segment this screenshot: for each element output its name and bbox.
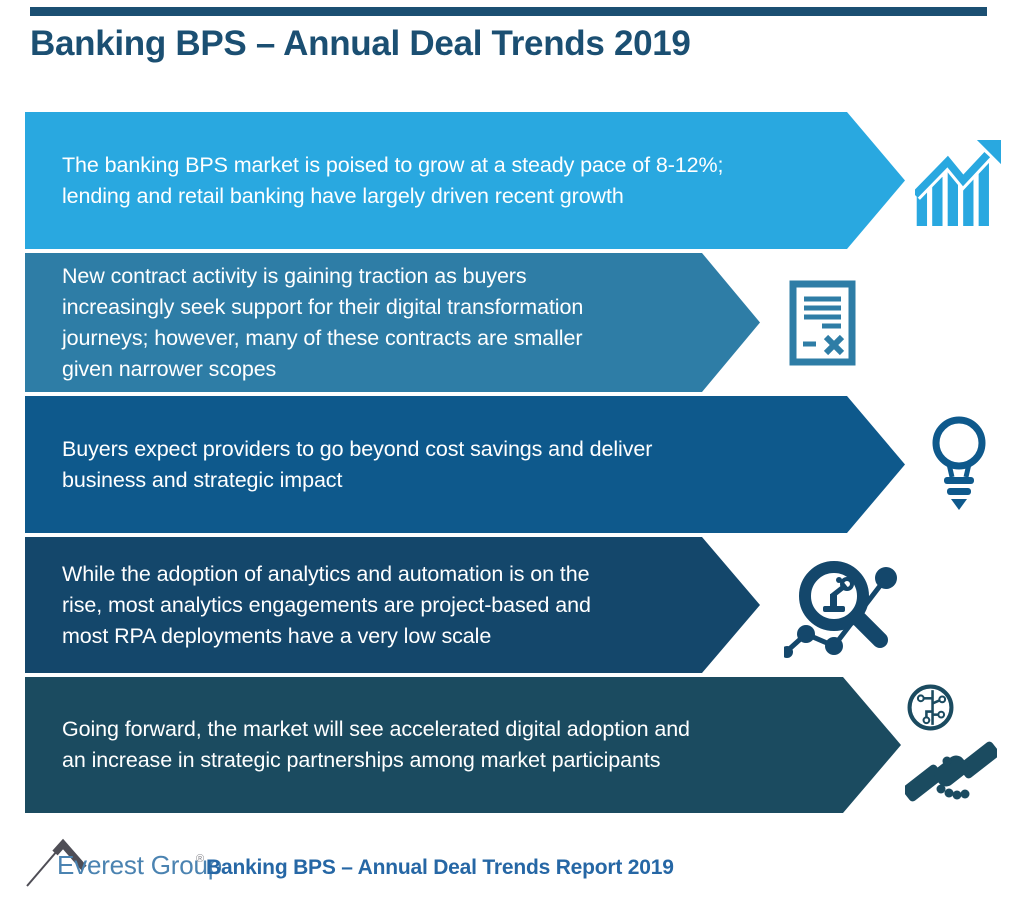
analytics-automation-magnifier-icon (784, 556, 905, 666)
growth-chart-icon (915, 139, 1001, 227)
banner-text: New contract activity is gaining tractio… (62, 263, 584, 381)
insight-banner-digital-partnerships: Going forward, the market will see accel… (25, 677, 901, 813)
banner-text: While the adoption of analytics and auto… (62, 561, 591, 648)
lightbulb-icon (929, 416, 989, 513)
insight-banner-analytics-automation: While the adoption of analytics and auto… (25, 537, 760, 673)
insight-banner-strategic-impact: Buyers expect providers to go beyond cos… (25, 396, 905, 533)
everest-group-logo (25, 838, 95, 888)
insight-banner-market-growth: The banking BPS market is poised to grow… (25, 112, 905, 249)
digital-circuit-icon (906, 683, 955, 732)
contract-document-icon (789, 280, 856, 366)
page-title: Banking BPS – Annual Deal Trends 2019 (30, 24, 691, 63)
everest-group-wordmark: Everest Group (57, 850, 223, 880)
banner-text: Buyers expect providers to go beyond cos… (62, 436, 653, 492)
banner-text: The banking BPS market is poised to grow… (62, 152, 724, 208)
handshake-icon (905, 740, 997, 802)
report-title: Banking BPS – Annual Deal Trends Report … (206, 856, 674, 879)
insight-banner-new-contracts: New contract activity is gaining tractio… (25, 253, 760, 392)
registered-trademark-symbol: ® (196, 853, 205, 865)
banner-text: Going forward, the market will see accel… (62, 717, 690, 772)
top-accent-bar (30, 7, 987, 16)
